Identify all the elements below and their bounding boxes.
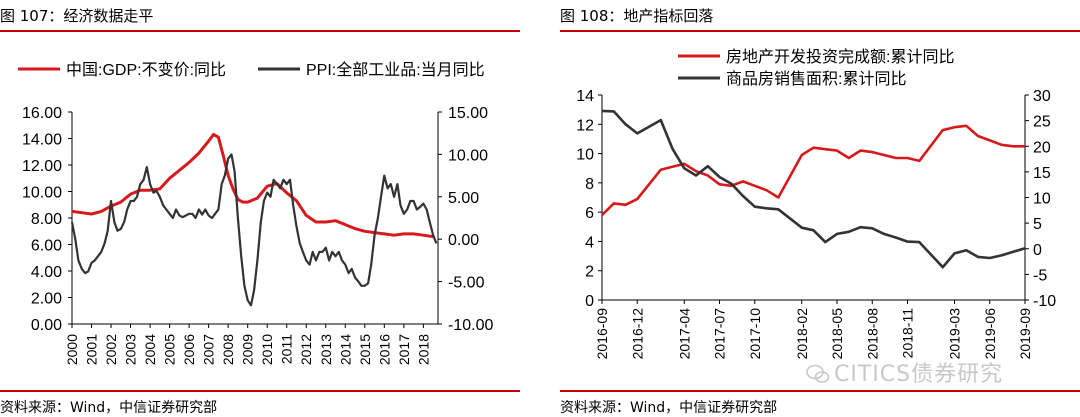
source-divider	[0, 390, 520, 392]
title-divider	[560, 30, 1080, 32]
legend-label-ppi: PPI:全部工业品:当月同比	[306, 61, 485, 79]
x-tick-label: 2017-07	[712, 308, 728, 360]
y-tick-label-left: 8.00	[31, 211, 62, 228]
y-tick-label-left: 10.00	[22, 185, 62, 202]
x-tick-label: 2013	[318, 334, 334, 365]
chart-panel-right: 图 108：地产指标回落 房地产开发投资完成额:累计同比 商品房销售面积:累计同比…	[560, 0, 1080, 417]
y-tick-label-right: -5.00	[448, 275, 485, 292]
x-tick-label: 2018-08	[864, 308, 880, 360]
y-tick-label-right: 30	[1033, 88, 1051, 105]
x-tick-label: 2018-05	[829, 308, 845, 360]
x-tick-label: 2016-12	[629, 308, 645, 360]
x-tick-label: 2019-03	[947, 308, 963, 360]
x-tick-label: 2012	[298, 334, 314, 365]
line-chart-economy: 中国:GDP:不变价:同比 PPI:全部工业品:当月同比 0.00 2.00 4.00 6…	[18, 61, 493, 365]
y-tick-label-left: 14.00	[22, 132, 62, 149]
x-tick-label: 2015	[357, 334, 373, 365]
y-tick-label-right: 5.00	[448, 190, 479, 207]
y-tick-label-left: 0.00	[31, 317, 62, 334]
y-tick-label-right: 15	[1033, 165, 1051, 182]
y-tick-label-right: 20	[1033, 139, 1051, 156]
x-tick-label: 2014	[337, 334, 353, 365]
x-tick-label: 2016	[376, 334, 392, 365]
y-tick-label-right: -10.00	[448, 317, 493, 334]
chart-title: 图 107：经济数据走平	[0, 7, 154, 25]
y-tick-label-left: 4.00	[31, 264, 62, 281]
y-tick-label-right: 0	[1033, 242, 1042, 259]
x-tick-label: 2007	[201, 334, 217, 365]
x-tick-label: 2018-02	[794, 308, 810, 360]
y-tick-label-left: 16.00	[22, 105, 62, 122]
legend-label-gdp: 中国:GDP:不变价:同比	[66, 61, 226, 79]
y-tick-label-left: 2.00	[31, 291, 62, 308]
y-tick-label-left: 0	[585, 293, 594, 310]
chart-panel-left: 图 107：经济数据走平 中国:GDP:不变价:同比 PPI:全部工业品:当月同比…	[0, 0, 520, 417]
y-tick-label-left: 6	[585, 205, 594, 222]
y-tick-label-left: 10	[576, 147, 594, 164]
y-tick-label-right: -10	[1033, 293, 1056, 310]
x-tick-label: 2019-06	[982, 308, 998, 360]
y-tick-label-right: 25	[1033, 114, 1051, 131]
x-tick-label: 2001	[84, 334, 100, 365]
watermark-text: CITICS债券研究	[834, 362, 1004, 387]
x-tick-label: 2002	[103, 334, 119, 365]
y-tick-label-right: 0.00	[448, 232, 479, 249]
x-tick-label: 2011	[279, 334, 295, 364]
x-tick-label: 2005	[162, 334, 178, 365]
series-line-ppi	[70, 153, 438, 307]
source-divider	[560, 390, 1080, 392]
x-tick-label: 2003	[123, 334, 139, 365]
x-tick-label: 2016-09	[594, 308, 610, 360]
chart-title: 图 108：地产指标回落	[560, 7, 714, 25]
y-tick-label-left: 6.00	[31, 238, 62, 255]
y-tick-label-left: 4	[585, 234, 594, 251]
x-tick-label: 2004	[142, 334, 158, 365]
series-line-sales	[601, 109, 1026, 269]
x-tick-label: 2019-09	[1017, 308, 1033, 360]
watermark: CITICS债券研究	[806, 356, 1003, 388]
series-line-gdp	[71, 133, 434, 239]
series-line-investment	[601, 124, 1025, 217]
x-tick-label: 2017-10	[747, 308, 763, 360]
x-tick-label: 2010	[259, 334, 275, 365]
wechat-icon	[806, 364, 830, 383]
y-tick-label-right: 10	[1033, 191, 1051, 208]
y-tick-label-left: 12.00	[22, 158, 62, 175]
y-tick-label-left: 8	[585, 176, 594, 193]
y-tick-label-left: 2	[585, 264, 594, 281]
y-tick-label-right: 15.00	[448, 105, 488, 122]
x-tick-label: 2018	[415, 334, 431, 365]
y-tick-label-right: 5	[1033, 216, 1042, 233]
x-tick-label: 2008	[220, 334, 236, 365]
source-note: 资料来源：Wind，中信证券研究部	[0, 400, 218, 416]
x-tick-label: 2017-04	[676, 308, 692, 360]
y-tick-label-left: 14	[576, 88, 594, 105]
x-tick-label: 2009	[240, 334, 256, 365]
y-tick-label-right: -5	[1033, 267, 1047, 284]
x-tick-label: 2017	[396, 334, 412, 365]
y-tick-label-right: 10.00	[448, 147, 488, 164]
x-tick-label: 2018-11	[900, 308, 916, 359]
title-divider	[0, 30, 520, 32]
source-note: 资料来源：Wind，中信证券研究部	[560, 400, 778, 416]
x-tick-label: 2006	[181, 334, 197, 365]
legend-label-sales: 商品房销售面积:累计同比	[726, 70, 906, 88]
y-tick-label-left: 12	[576, 117, 594, 134]
x-tick-label: 2000	[64, 334, 80, 365]
legend-label-investment: 房地产开发投资完成额:累计同比	[726, 48, 954, 66]
